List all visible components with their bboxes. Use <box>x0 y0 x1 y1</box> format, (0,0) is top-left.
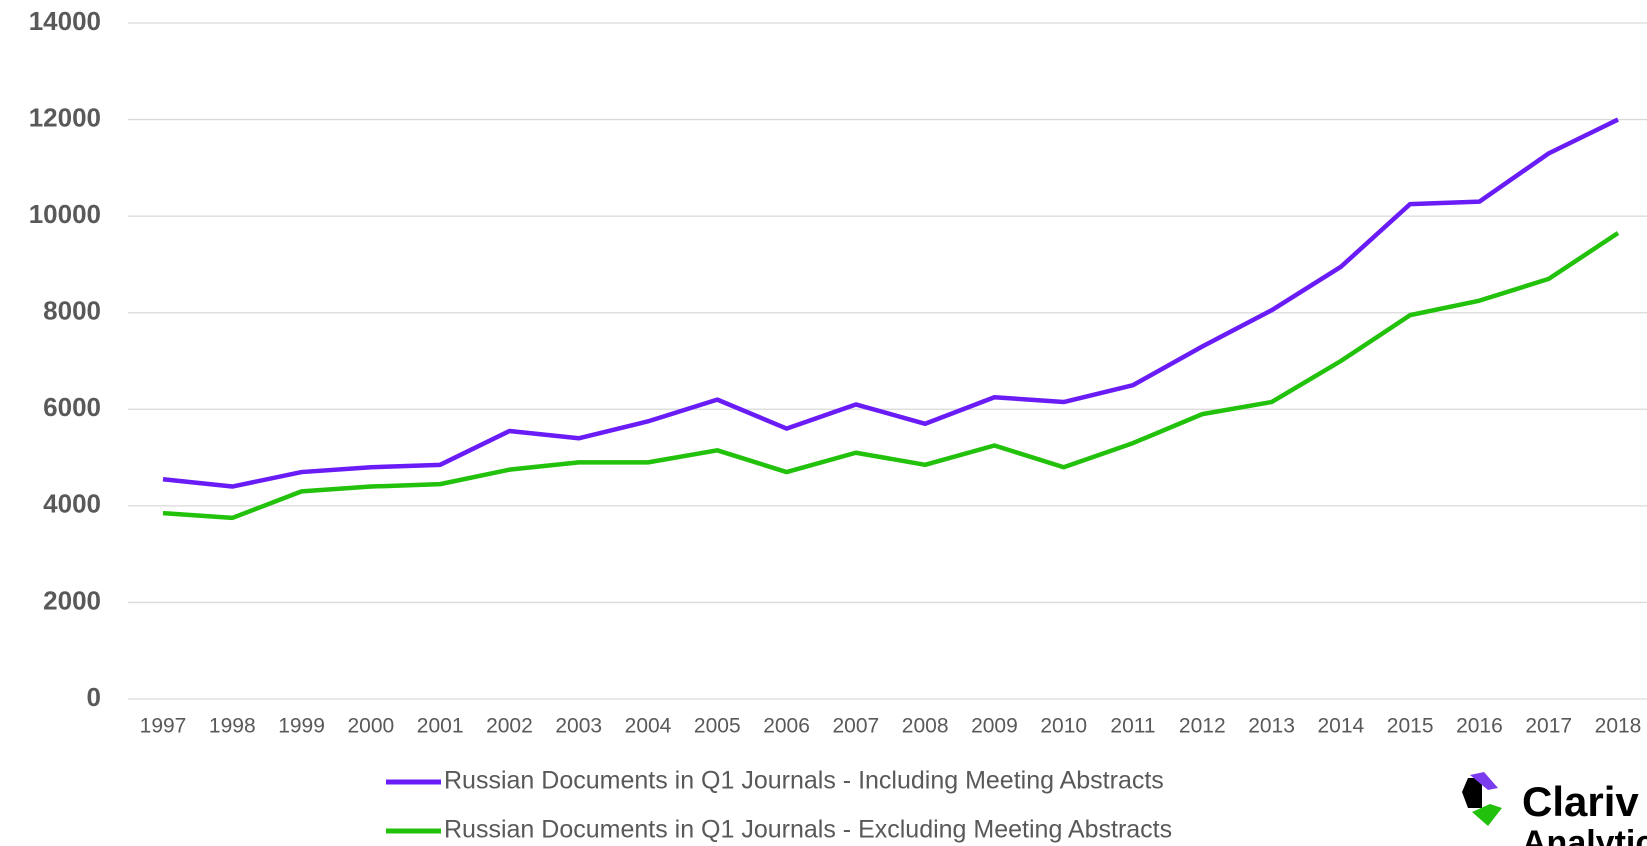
logo-text: Clariv <box>1522 778 1639 825</box>
y-tick-label: 6000 <box>43 392 101 422</box>
x-tick-label: 2009 <box>971 715 1018 738</box>
y-tick-label: 12000 <box>29 102 101 132</box>
series-line <box>162 117 1619 489</box>
y-tick-label: 4000 <box>43 489 101 519</box>
x-tick-label: 2010 <box>1040 715 1087 738</box>
x-tick-label: 2013 <box>1248 715 1295 738</box>
x-tick-label: 2007 <box>832 715 879 738</box>
x-tick-label: 2016 <box>1456 715 1503 738</box>
legend-label: Russian Documents in Q1 Journals - Inclu… <box>444 767 1164 795</box>
y-tick-label: 8000 <box>43 296 101 326</box>
y-tick-label: 2000 <box>43 585 101 615</box>
x-tick-label: 2015 <box>1387 715 1434 738</box>
x-tick-label: 1999 <box>278 715 325 738</box>
x-tick-label: 2008 <box>902 715 949 738</box>
logo-icon <box>1470 772 1498 790</box>
x-tick-label: 2018 <box>1595 715 1642 738</box>
legend-label: Russian Documents in Q1 Journals - Exclu… <box>444 816 1172 844</box>
logo-icon <box>1472 804 1502 826</box>
logo: Clariv Analytic <box>1462 772 1647 846</box>
logo-text: Analytic <box>1522 824 1647 846</box>
series-line <box>162 231 1620 521</box>
logo-icon <box>1462 778 1482 808</box>
x-tick-label: 2004 <box>625 715 672 738</box>
x-tick-label: 1997 <box>140 715 187 738</box>
x-tick-label: 2014 <box>1317 715 1364 738</box>
x-tick-label: 2001 <box>417 715 464 738</box>
x-tick-label: 2012 <box>1179 715 1226 738</box>
x-tick-label: 2017 <box>1525 715 1572 738</box>
x-tick-label: 1998 <box>209 715 256 738</box>
x-tick-label: 2003 <box>555 715 602 738</box>
y-tick-label: 0 <box>87 682 101 712</box>
x-tick-label: 2006 <box>763 715 810 738</box>
x-tick-label: 2002 <box>486 715 533 738</box>
y-tick-label: 14000 <box>29 6 101 36</box>
x-tick-label: 2011 <box>1110 715 1155 738</box>
y-tick-label: 10000 <box>29 199 101 229</box>
x-tick-label: 2005 <box>694 715 741 738</box>
x-tick-label: 2000 <box>347 715 394 738</box>
